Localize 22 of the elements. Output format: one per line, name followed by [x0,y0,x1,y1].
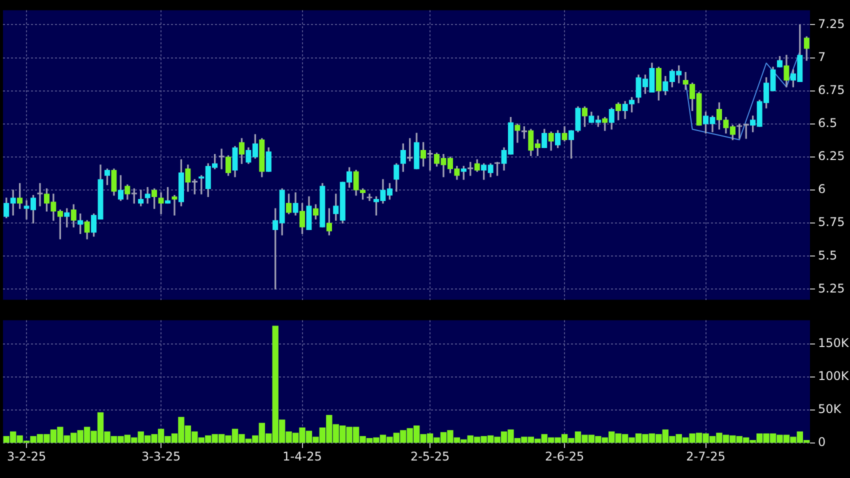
x-tick-label: 2-6-25 [544,449,584,464]
y-tick-label: 6.25 [818,149,845,164]
y-tick-label: 0 [818,435,826,450]
y-tick-label: 6 [818,182,826,196]
x-tick-label: 1-4-25 [282,449,322,464]
x-tick-label: 2-7-25 [686,449,726,464]
y-tick-label: 5.5 [818,248,838,262]
x-tick-label: 3-3-25 [141,449,181,464]
y-tick-label: 5.25 [818,281,845,296]
y-tick-label: 50K [818,402,842,416]
y-tick-label: 7 [818,50,826,64]
y-tick-label: 150K [818,336,850,350]
y-tick-label: 6.75 [818,82,845,97]
candlestick [218,148,224,170]
candlestick [37,183,43,206]
y-tick-label: 7.25 [818,16,845,31]
candlestick [366,194,372,201]
y-tick-label: 6.5 [818,116,838,130]
y-tick-label: 5.75 [818,215,845,230]
x-tick-label: 2-5-25 [410,449,450,464]
y-tick-label: 100K [818,369,850,384]
x-tick-label: 3-2-25 [6,449,46,464]
